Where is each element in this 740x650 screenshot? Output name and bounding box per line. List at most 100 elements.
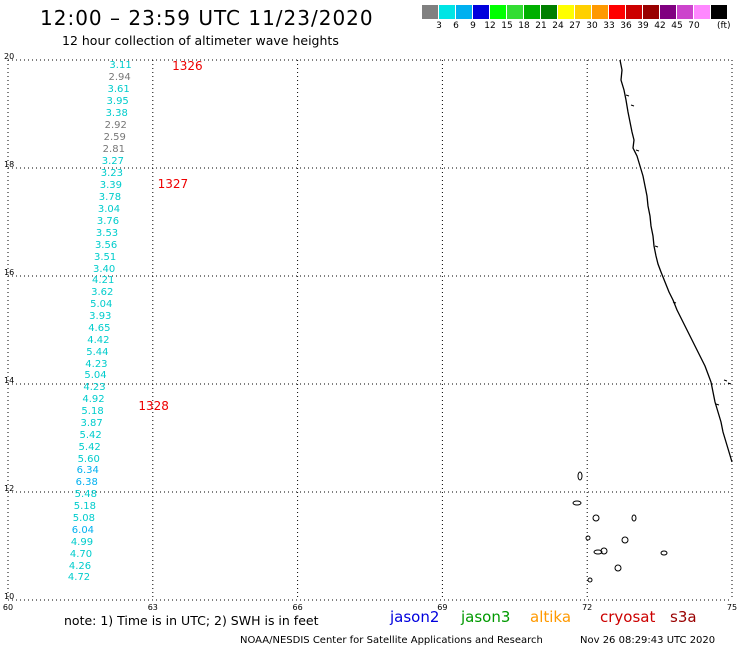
- latitude-tick-label: 20: [4, 52, 15, 61]
- generated-timestamp: Nov 26 08:29:43 UTC 2020: [580, 635, 716, 646]
- island-outline: [572, 500, 582, 506]
- swh-reading: 3.51: [93, 251, 117, 263]
- island-outlines: [572, 471, 668, 583]
- legend-swatch: [507, 5, 523, 19]
- legend-swatch: [558, 5, 574, 19]
- swh-reading: 3.56: [94, 239, 118, 251]
- legend-swatch: [592, 5, 608, 19]
- swh-reading: 5.42: [78, 441, 101, 453]
- swh-reading: 4.42: [87, 334, 110, 346]
- swh-reading: 3.78: [98, 191, 122, 203]
- swh-reading: 5.08: [72, 513, 95, 524]
- legend-label: 3: [436, 21, 442, 31]
- legend-label: 33: [603, 21, 615, 31]
- legend-label: 9: [470, 21, 476, 31]
- swh-reading: 3.76: [96, 216, 120, 227]
- island-outline: [631, 514, 637, 522]
- swh-reading: 2.59: [103, 132, 126, 144]
- swh-reading: 3.04: [97, 203, 121, 215]
- swh-reading: 5.48: [74, 489, 97, 501]
- island-outline: [587, 577, 593, 583]
- credit-line: NOAA/NESDIS Center for Satellite Applica…: [240, 635, 543, 646]
- coastline-detail: [672, 301, 677, 304]
- swh-reading: 2.92: [104, 119, 127, 131]
- legend-swatch: [422, 5, 438, 19]
- legend-label: 70: [688, 21, 700, 31]
- coastline-detail: [723, 379, 728, 382]
- legend-label: 24: [552, 21, 564, 31]
- legend-swatch: [694, 5, 710, 19]
- satellite-cryosat: cryosat: [600, 608, 656, 626]
- swh-reading: 3.39: [99, 179, 123, 191]
- swh-reading: 5.04: [84, 370, 107, 382]
- coastline: [619, 59, 733, 463]
- island-outline: [592, 514, 600, 522]
- swh-reading: 4.65: [88, 322, 111, 334]
- longitude-tick-label: 75: [726, 603, 738, 612]
- island-outline: [614, 564, 622, 572]
- coastline-path: [619, 59, 733, 463]
- swh-reading: 3.27: [101, 156, 124, 168]
- legend-label: 21: [535, 21, 547, 31]
- legend-label: 45: [671, 21, 683, 31]
- legend-swatch: [626, 5, 642, 19]
- swh-reading: 3.38: [105, 108, 128, 119]
- coastline-detail: [625, 94, 630, 97]
- legend-label: 30: [586, 21, 598, 31]
- latitude-tick-label: 10: [4, 592, 15, 601]
- legend-swatch: [575, 5, 591, 19]
- island-outline: [621, 536, 629, 544]
- swh-reading: 6.34: [76, 465, 99, 477]
- legend-swatch: [643, 5, 659, 19]
- legend-label: 42: [654, 21, 666, 31]
- latitude-tick-label: 16: [4, 268, 15, 277]
- swh-reading: 2.81: [102, 144, 125, 156]
- satellite-jason3: jason3: [461, 608, 511, 626]
- swh-reading: 3.93: [89, 311, 112, 323]
- legend-swatch: [456, 5, 472, 19]
- latitude-tick-label: 12: [4, 484, 15, 493]
- legend-label: 15: [501, 21, 513, 31]
- coastline-detail: [654, 245, 659, 248]
- legend-swatch: [524, 5, 540, 19]
- swh-reading: 4.70: [69, 548, 93, 560]
- longitude-tick-label: 72: [582, 603, 593, 612]
- legend-swatch: [660, 5, 676, 19]
- legend-swatch: [490, 5, 506, 19]
- swh-reading: 4.99: [70, 536, 94, 548]
- swh-reading: 5.42: [79, 429, 102, 441]
- swh-reading: 3.11: [109, 60, 132, 72]
- swh-reading: 3.62: [91, 287, 114, 299]
- swh-reading: 3.61: [107, 84, 130, 96]
- legend-swatch: [677, 5, 693, 19]
- swh-reading: 5.44: [86, 346, 109, 358]
- swh-reading: 3.40: [93, 263, 116, 275]
- island-outline: [585, 535, 591, 541]
- swh-reading: 5.60: [77, 453, 100, 465]
- swh-reading: 4.26: [68, 560, 92, 572]
- swh-reading: 5.18: [73, 501, 96, 513]
- legend-unit: (ft): [717, 21, 731, 31]
- legend-label: 12: [484, 21, 496, 31]
- legend-swatch: [439, 5, 455, 19]
- units-note: note: 1) Time is in UTC; 2) SWH is in fe…: [64, 613, 319, 628]
- legend-label: 18: [518, 21, 530, 31]
- legend-swatch: [609, 5, 625, 19]
- swh-reading: 3.95: [106, 96, 129, 108]
- coastline-detail: [715, 403, 720, 406]
- track-time-label: 1327: [157, 177, 189, 192]
- coastline-detail: [635, 149, 640, 152]
- legend-swatch: [541, 5, 557, 19]
- longitude-tick-label: 69: [437, 603, 448, 612]
- lat-lon-grid: [7, 59, 733, 601]
- track-time-label: 1328: [138, 398, 169, 413]
- island-outline: [600, 547, 608, 555]
- swh-reading: 6.38: [75, 477, 98, 489]
- swh-reading: 5.18: [81, 406, 104, 418]
- swh-reading: 3.23: [100, 167, 123, 179]
- coastline-detail: [630, 104, 635, 107]
- legend-label: 6: [453, 21, 459, 31]
- swh-reading: 2.94: [108, 72, 131, 84]
- swh-reading: 4.72: [67, 572, 91, 584]
